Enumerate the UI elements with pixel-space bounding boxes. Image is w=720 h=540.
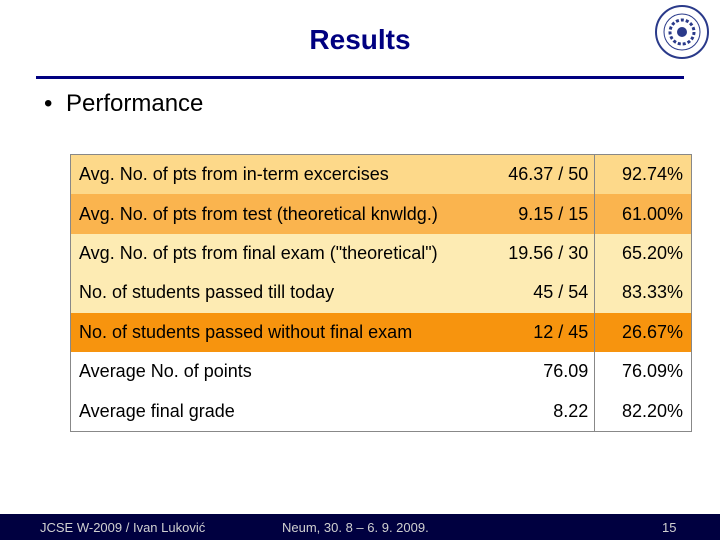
title-divider bbox=[36, 76, 684, 79]
row-label: No. of students passed till today bbox=[79, 282, 335, 303]
row-percent: 26.67% bbox=[621, 321, 683, 342]
page-number: 15 bbox=[662, 520, 677, 535]
slide-footer: JCSE W-2009 / Ivan Luković Neum, 30. 8 –… bbox=[0, 514, 720, 540]
bullet-dot: • bbox=[44, 90, 53, 117]
row-percent: 92.74% bbox=[621, 164, 683, 185]
table-row: Average No. of points 76.09 76.09% bbox=[71, 352, 691, 392]
table-row: No. of students passed without final exa… bbox=[71, 312, 691, 353]
table-row: Avg. No. of pts from in-term excercises … bbox=[71, 155, 691, 195]
table-row: No. of students passed till today 45 / 5… bbox=[71, 273, 691, 313]
table-row: Avg. No. of pts from test (theoretical k… bbox=[71, 194, 691, 234]
row-ratio: 76.09 bbox=[490, 352, 596, 392]
footer-author: JCSE W-2009 / Ivan Luković bbox=[40, 520, 206, 535]
row-percent: 65.20% bbox=[621, 243, 683, 264]
bullet-text: Performance bbox=[66, 90, 204, 117]
row-ratio: 46.37 / 50 bbox=[490, 155, 596, 195]
bullet-item: • Performance bbox=[44, 90, 203, 118]
row-percent: 61.00% bbox=[621, 203, 683, 224]
row-ratio: 45 / 54 bbox=[490, 273, 596, 313]
row-label: Avg. No. of pts from in-term excercises bbox=[79, 164, 389, 185]
slide-title: Results bbox=[309, 24, 411, 55]
row-ratio: 8.22 bbox=[490, 391, 596, 431]
row-ratio: 19.56 / 30 bbox=[490, 233, 596, 274]
university-seal-icon bbox=[655, 5, 709, 59]
row-ratio: 9.15 / 15 bbox=[490, 194, 596, 234]
footer-event: Neum, 30. 8 – 6. 9. 2009. bbox=[282, 520, 429, 535]
row-percent: 82.20% bbox=[621, 400, 683, 421]
row-label: Avg. No. of pts from test (theoretical k… bbox=[79, 203, 438, 224]
table-row: Avg. No. of pts from final exam ("theore… bbox=[71, 233, 691, 274]
row-percent: 83.33% bbox=[621, 282, 683, 303]
table-row: Average final grade 8.22 82.20% bbox=[71, 391, 691, 431]
row-label: Average No. of points bbox=[79, 361, 252, 382]
results-table: Avg. No. of pts from in-term excercises … bbox=[70, 154, 692, 432]
row-label: No. of students passed without final exa… bbox=[79, 321, 413, 342]
row-ratio: 12 / 45 bbox=[490, 312, 596, 353]
row-label: Average final grade bbox=[79, 400, 235, 421]
row-label: Avg. No. of pts from final exam ("theore… bbox=[79, 243, 438, 264]
row-percent: 76.09% bbox=[621, 361, 683, 382]
